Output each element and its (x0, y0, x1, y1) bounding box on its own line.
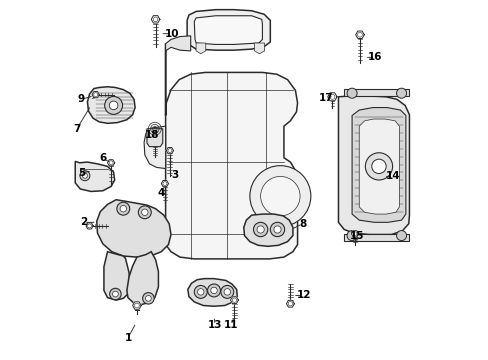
Polygon shape (286, 300, 294, 307)
Circle shape (365, 153, 392, 180)
Polygon shape (92, 91, 99, 98)
Polygon shape (165, 36, 190, 51)
Polygon shape (104, 252, 129, 300)
Polygon shape (355, 31, 364, 39)
Text: 13: 13 (207, 320, 222, 330)
Polygon shape (75, 161, 115, 192)
Text: 5: 5 (78, 168, 85, 178)
Circle shape (396, 230, 406, 240)
Circle shape (120, 206, 126, 212)
Polygon shape (144, 126, 165, 168)
Circle shape (109, 288, 121, 300)
Circle shape (253, 222, 267, 237)
Text: 8: 8 (298, 219, 305, 229)
Circle shape (207, 284, 220, 297)
Polygon shape (166, 148, 173, 154)
Text: 14: 14 (385, 171, 400, 181)
Circle shape (249, 166, 310, 226)
Text: 16: 16 (367, 52, 382, 62)
Text: 3: 3 (171, 170, 178, 180)
Polygon shape (97, 200, 171, 257)
Text: 4: 4 (157, 188, 164, 198)
Polygon shape (151, 15, 160, 23)
Text: 9: 9 (78, 94, 85, 104)
Circle shape (210, 287, 217, 294)
Text: 12: 12 (296, 291, 310, 301)
Circle shape (224, 289, 230, 295)
Circle shape (346, 88, 356, 98)
Polygon shape (87, 87, 135, 123)
Polygon shape (126, 252, 158, 305)
Circle shape (396, 88, 406, 98)
Text: 10: 10 (164, 29, 179, 39)
Circle shape (197, 289, 203, 295)
Circle shape (104, 96, 122, 114)
Text: 15: 15 (349, 231, 364, 240)
Circle shape (117, 202, 129, 215)
Polygon shape (196, 43, 205, 54)
Text: 18: 18 (144, 130, 159, 140)
Text: 11: 11 (223, 320, 238, 330)
Polygon shape (327, 93, 336, 101)
Circle shape (109, 101, 118, 110)
Circle shape (194, 285, 207, 298)
Circle shape (260, 176, 300, 216)
Circle shape (138, 206, 151, 219)
Polygon shape (351, 231, 358, 237)
Text: 17: 17 (318, 93, 333, 103)
Polygon shape (107, 160, 115, 166)
Polygon shape (132, 302, 141, 309)
Polygon shape (344, 234, 408, 241)
Polygon shape (244, 214, 292, 246)
Circle shape (142, 209, 148, 216)
Circle shape (80, 171, 90, 181)
Polygon shape (187, 279, 237, 306)
Polygon shape (351, 108, 405, 222)
Text: 6: 6 (99, 153, 106, 163)
Polygon shape (230, 297, 238, 303)
Polygon shape (344, 89, 408, 96)
Polygon shape (161, 180, 168, 187)
Polygon shape (254, 43, 264, 54)
Circle shape (371, 159, 386, 174)
Text: 7: 7 (73, 124, 80, 134)
Polygon shape (187, 10, 270, 50)
Polygon shape (359, 119, 399, 214)
Circle shape (257, 226, 264, 233)
Polygon shape (165, 44, 297, 259)
Text: 1: 1 (124, 333, 131, 343)
Circle shape (270, 222, 284, 237)
Circle shape (221, 285, 233, 298)
Polygon shape (194, 16, 262, 44)
Circle shape (112, 291, 118, 297)
Circle shape (145, 296, 151, 301)
Polygon shape (147, 129, 163, 147)
Circle shape (346, 230, 356, 240)
Circle shape (142, 293, 154, 304)
Text: 2: 2 (80, 217, 87, 227)
Circle shape (273, 226, 281, 233)
Polygon shape (338, 96, 408, 234)
Polygon shape (86, 223, 93, 229)
Circle shape (82, 173, 87, 178)
